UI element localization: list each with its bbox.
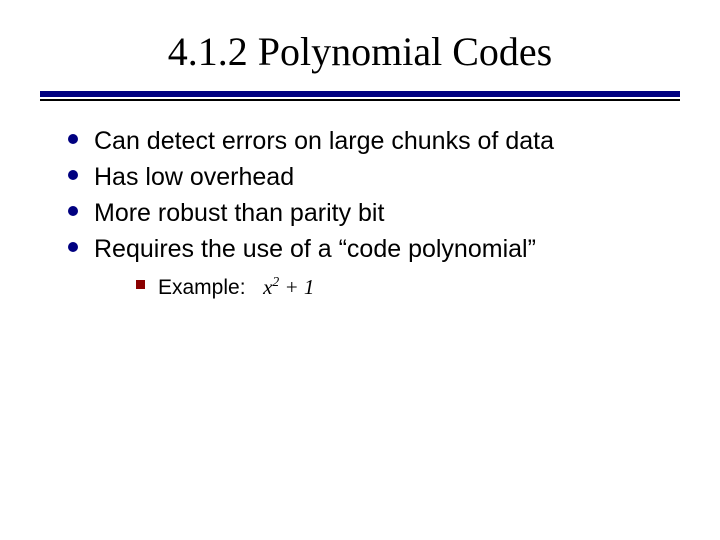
slide-title: 4.1.2 Polynomial Codes [0,28,720,75]
content-area: Can detect errors on large chunks of dat… [0,125,720,301]
sub-list-item: Example: x2 + 1 [136,273,680,301]
bullet-list: Can detect errors on large chunks of dat… [68,125,680,301]
list-item-text: Requires the use of a “code polynomial” [94,235,536,263]
square-bullet-icon [136,280,145,289]
circle-bullet-icon [68,134,78,144]
title-divider [40,91,680,97]
list-item: Requires the use of a “code polynomial” … [68,233,680,301]
list-item-text: More robust than parity bit [94,199,384,227]
list-item: Has low overhead [68,161,680,193]
circle-bullet-icon [68,206,78,216]
circle-bullet-icon [68,242,78,252]
list-item-text: Has low overhead [94,163,294,191]
sub-list-label: Example: [158,276,246,299]
list-item: Can detect errors on large chunks of dat… [68,125,680,157]
list-item: More robust than parity bit [68,197,680,229]
sub-bullet-list: Example: x2 + 1 [94,273,680,301]
slide: 4.1.2 Polynomial Codes Can detect errors… [0,0,720,540]
formula-tail: + 1 [279,275,314,299]
list-item-text: Can detect errors on large chunks of dat… [94,127,554,155]
formula: x2 + 1 [263,275,314,299]
circle-bullet-icon [68,170,78,180]
formula-var: x [263,275,272,299]
